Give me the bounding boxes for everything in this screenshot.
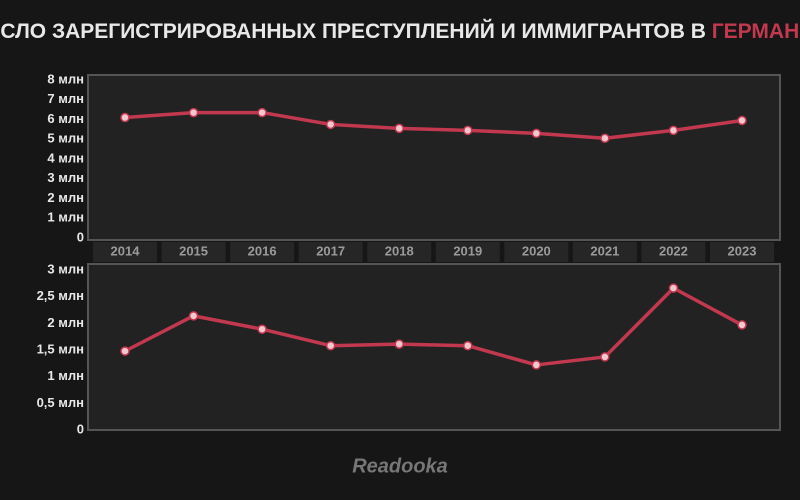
y-tick-label: 8 млн bbox=[47, 71, 84, 86]
x-tick-label: 2018 bbox=[385, 243, 414, 258]
title-highlight: ГЕРМАНИИ bbox=[712, 20, 800, 43]
point bbox=[668, 283, 679, 293]
point bbox=[737, 115, 747, 126]
line bbox=[124, 110, 743, 141]
category-cell bbox=[161, 242, 226, 262]
x-tick-label: 2015 bbox=[179, 243, 208, 258]
point bbox=[668, 125, 679, 136]
x-tick-label: 2014 bbox=[111, 243, 141, 258]
category-cell bbox=[230, 242, 295, 262]
point bbox=[600, 133, 610, 144]
category-cell bbox=[504, 242, 569, 262]
point bbox=[188, 107, 199, 118]
line bbox=[124, 286, 743, 367]
point bbox=[257, 107, 267, 118]
y-tick-label: 2 млн bbox=[47, 315, 84, 330]
point bbox=[531, 360, 542, 370]
y-tick-label: 1 млн bbox=[47, 368, 84, 383]
category-cell bbox=[435, 242, 500, 262]
y-tick-label: 4 млн bbox=[47, 150, 84, 165]
y-tick-label: 0 bbox=[77, 229, 84, 244]
x-tick-label: 2019 bbox=[453, 243, 482, 258]
x-tick-label: 2023 bbox=[728, 243, 757, 258]
category-cell bbox=[641, 242, 706, 262]
y-tick-label: 3 млн bbox=[47, 261, 84, 276]
logo: Readooka bbox=[352, 455, 448, 477]
chart-title: ЧИСЛО ЗАРЕГИСТРИРОВАННЫХ ПРЕСТУПЛЕНИЙ И … bbox=[0, 19, 800, 43]
y-tick-label: 3 млн bbox=[47, 170, 84, 185]
x-tick-label: 2016 bbox=[248, 243, 277, 258]
category-cell bbox=[367, 242, 432, 262]
point bbox=[325, 119, 336, 130]
y-tick-label: 1 млн bbox=[47, 210, 84, 225]
point bbox=[737, 320, 747, 330]
point bbox=[600, 352, 610, 362]
point bbox=[188, 311, 199, 321]
category-cell bbox=[298, 242, 363, 262]
x-tick-label: 2020 bbox=[522, 243, 551, 258]
point bbox=[531, 128, 542, 139]
point bbox=[257, 324, 267, 334]
title-text: ЧИСЛО ЗАРЕГИСТРИРОВАННЫХ ПРЕСТУПЛЕНИЙ И … bbox=[0, 19, 706, 43]
point bbox=[120, 112, 130, 123]
x-tick-label: 2017 bbox=[316, 243, 345, 258]
point bbox=[394, 339, 404, 349]
y-tick-label: 2,5 млн bbox=[37, 288, 84, 303]
y-tick-label: 6 млн bbox=[47, 111, 84, 126]
point bbox=[120, 346, 130, 356]
x-tick-label: 2021 bbox=[590, 243, 619, 258]
point bbox=[394, 123, 404, 134]
category-cell bbox=[710, 242, 774, 262]
category-cell bbox=[93, 242, 157, 262]
point bbox=[463, 125, 473, 136]
point bbox=[463, 340, 473, 351]
y-tick-label: 0 bbox=[77, 421, 84, 436]
x-tick-label: 2022 bbox=[659, 243, 688, 258]
y-tick-label: 2 млн bbox=[47, 190, 84, 205]
y-tick-label: 7 млн bbox=[47, 91, 84, 106]
category-cell bbox=[572, 242, 637, 262]
panel bbox=[87, 74, 781, 241]
panel bbox=[87, 263, 781, 431]
y-tick-label: 1,5 млн bbox=[37, 341, 84, 356]
point bbox=[325, 340, 336, 351]
y-tick-label: 0,5 млн bbox=[37, 395, 84, 410]
y-tick-label: 5 млн bbox=[47, 131, 84, 146]
